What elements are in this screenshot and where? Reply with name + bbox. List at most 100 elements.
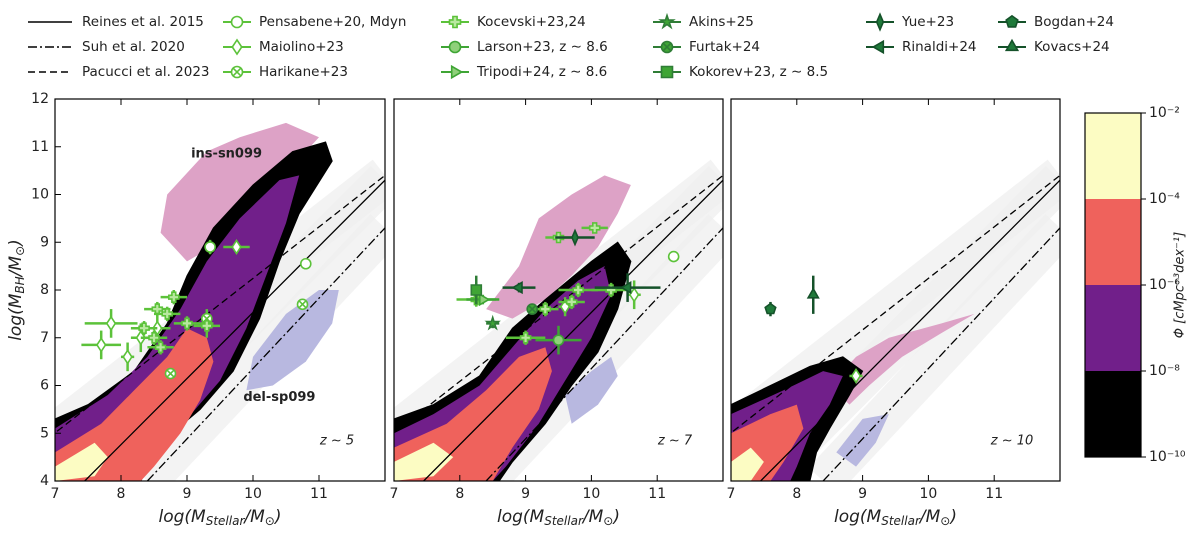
y-tick-label: 11: [31, 139, 49, 155]
y-tick-label: 7: [40, 330, 49, 346]
data-point: [96, 336, 107, 353]
data-point: [479, 293, 491, 307]
x-tick-label: 10: [582, 486, 600, 502]
colorbar-segment: [1085, 199, 1141, 285]
data-point: [296, 298, 309, 311]
redshift-annotation: z ∼ 5: [319, 434, 354, 449]
y-tick-label: 10: [31, 187, 49, 203]
x-tick-label: 9: [858, 486, 867, 502]
relation-line: [84, 179, 385, 481]
data-point: [181, 317, 193, 330]
data-point: [539, 303, 552, 315]
data-point: [204, 241, 216, 253]
data-point: [526, 303, 538, 315]
data-point: [484, 314, 501, 331]
redshift-annotation: z ∼ 10: [990, 434, 1034, 449]
data-point: [164, 367, 177, 380]
x-tick-label: 9: [521, 486, 530, 502]
legend-marker: [448, 15, 462, 29]
legend-label: Pacucci et al. 2023: [82, 64, 210, 80]
x-tick-label: 11: [310, 486, 328, 502]
density-region: [394, 442, 454, 481]
legend-label: Harikane+23: [259, 64, 348, 80]
legend-label: Kocevski+23,24: [477, 14, 586, 30]
density-region: [829, 313, 975, 405]
relation-line: [146, 227, 385, 481]
legend-label: Akins+25: [689, 14, 754, 30]
data-point: [511, 281, 523, 295]
x-tick-label: 9: [183, 486, 192, 502]
y-tick-label: 12: [31, 91, 49, 107]
legend-marker: [871, 39, 885, 55]
data-point: [667, 250, 680, 263]
data-point: [122, 348, 133, 365]
data-point: [201, 320, 213, 332]
x-tick-label: 7: [51, 486, 60, 502]
colorbar-tick-label: 10⁻⁶: [1149, 277, 1180, 293]
x-tick-label: 7: [727, 486, 736, 502]
x-tick-label: 8: [792, 486, 801, 502]
data-point: [470, 284, 483, 296]
data-point: [806, 287, 820, 299]
data-point: [572, 284, 584, 296]
legend-marker: [1005, 14, 1019, 28]
data-point: [138, 322, 150, 334]
colorbar-segment: [1085, 285, 1141, 371]
data-point: [588, 222, 601, 234]
legend-marker: [230, 65, 244, 79]
legend-marker: [1004, 38, 1020, 52]
legend-marker: [875, 12, 885, 32]
x-axis-label: log(MStellar/M⊙): [834, 507, 957, 528]
data-point: [764, 302, 777, 315]
legend-marker: [660, 65, 674, 79]
y-axis-label: log(MBH/M⊙): [6, 239, 27, 341]
region-label: ins-sn099: [191, 146, 262, 161]
data-point: [519, 332, 532, 344]
density-region: [246, 290, 339, 391]
data-point: [299, 258, 312, 270]
colorbar-segment: [1085, 371, 1141, 457]
x-tick-label: 7: [390, 486, 399, 502]
colorbar-tick-label: 10⁻⁸: [1149, 363, 1180, 379]
colorbar-label: Φ [cMpc⁻³dex⁻¹]: [1173, 232, 1188, 338]
legend-label: Kokorev+23, z ∼ 8.5: [689, 64, 828, 80]
data-point: [168, 291, 180, 303]
colorbar-tick-label: 10⁻²: [1149, 105, 1180, 121]
legend-label: Yue+23: [901, 14, 954, 30]
legend-label: Suh et al. 2020: [82, 39, 185, 55]
data-point: [571, 228, 579, 247]
x-axis-label: log(MStellar/M⊙): [159, 507, 282, 528]
data-point: [161, 308, 173, 320]
x-tick-label: 10: [919, 486, 937, 502]
x-tick-label: 8: [117, 486, 126, 502]
y-tick-label: 4: [40, 473, 49, 489]
redshift-annotation: z ∼ 7: [657, 434, 693, 449]
y-tick-label: 9: [40, 234, 49, 250]
relation-line: [423, 179, 723, 481]
data-point: [565, 296, 578, 308]
legend-marker: [658, 12, 676, 30]
data-point: [148, 332, 160, 344]
legend-label: Bogdan+24: [1034, 14, 1114, 30]
data-point: [231, 239, 242, 255]
data-point: [105, 315, 117, 332]
x-tick-label: 10: [244, 486, 262, 502]
density-region: [565, 356, 618, 424]
panel: [55, 99, 385, 481]
density-region: [160, 122, 319, 262]
legend-label: Reines et al. 2015: [82, 14, 204, 30]
y-tick-label: 8: [40, 282, 49, 298]
density-region: [731, 447, 764, 481]
colorbar-segment: [1085, 113, 1141, 199]
relation-line: [55, 174, 385, 434]
panel: [731, 99, 1060, 481]
legend-marker: [450, 64, 464, 80]
relation-line: [760, 179, 1060, 481]
x-axis-label: log(MStellar/M⊙): [497, 507, 620, 528]
legend-marker: [660, 40, 674, 54]
legend-label: Tripodi+24, z ∼ 8.6: [476, 64, 607, 80]
region-label: del-sp099: [243, 390, 315, 405]
x-tick-label: 11: [985, 486, 1003, 502]
data-point: [154, 341, 167, 354]
